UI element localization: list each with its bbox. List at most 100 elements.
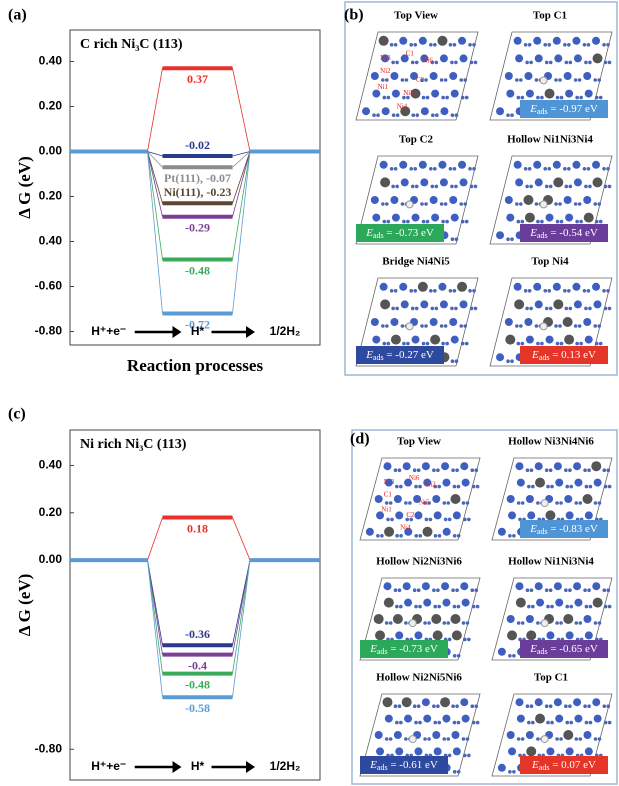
- energy-subscript: ads: [537, 647, 548, 656]
- nickel-atom: [524, 318, 532, 326]
- sub-atom: [438, 534, 442, 538]
- nickel-atom: [526, 336, 534, 344]
- y-tick-label: -0.60: [35, 279, 63, 293]
- sub-atom: [578, 202, 582, 206]
- carbon-atom: [440, 697, 450, 707]
- process-label: H*: [191, 759, 205, 773]
- sub-atom: [453, 770, 457, 774]
- site-label: Ni2: [425, 481, 436, 489]
- sub-atom: [560, 220, 564, 224]
- sub-atom: [383, 96, 387, 100]
- sub-atom: [422, 342, 426, 346]
- nickel-atom: [453, 747, 461, 755]
- hydrogen-atom: [406, 323, 413, 330]
- sub-atom: [474, 307, 478, 311]
- nickel-atom: [553, 283, 561, 291]
- nickel-atom: [594, 300, 602, 308]
- sub-atom: [424, 78, 428, 82]
- sub-atom: [574, 202, 578, 206]
- sub-atom: [467, 518, 471, 522]
- sub-atom: [418, 605, 422, 609]
- sub-atom: [565, 721, 569, 725]
- connector: [148, 560, 163, 697]
- nickel-atom: [432, 731, 440, 739]
- connector: [148, 68, 163, 151]
- nickel-atom: [430, 318, 438, 326]
- sub-atom: [512, 770, 516, 774]
- sub-atom: [462, 501, 466, 505]
- sub-atom: [462, 737, 466, 741]
- sub-atom: [414, 605, 418, 609]
- carbon-atom: [563, 614, 573, 624]
- nickel-atom: [449, 72, 457, 80]
- sub-atom: [589, 721, 593, 725]
- nickel-atom: [462, 599, 470, 607]
- sub-atom: [376, 113, 380, 117]
- sub-atom: [583, 167, 587, 171]
- sub-atom: [436, 468, 440, 472]
- sub-atom: [508, 770, 512, 774]
- sub-atom: [467, 754, 471, 758]
- sub-atom: [462, 621, 466, 625]
- level-label: -0.36: [185, 627, 210, 641]
- sub-atom: [506, 237, 510, 241]
- sub-atom: [559, 737, 563, 741]
- sub-atom: [470, 588, 474, 592]
- nickel-atom: [583, 318, 591, 326]
- carbon-atom: [380, 177, 390, 187]
- nickel-atom: [585, 90, 593, 98]
- nickel-atom: [383, 462, 391, 470]
- energy-subscript: ads: [539, 763, 550, 772]
- sub-atom: [569, 605, 573, 609]
- site-label: Ni4: [400, 523, 411, 531]
- sub-atom: [543, 167, 547, 171]
- sub-atom: [422, 220, 426, 224]
- nickel-atom: [574, 715, 582, 723]
- sub-atom: [448, 518, 452, 522]
- sub-atom: [440, 78, 444, 82]
- sub-atom: [527, 721, 531, 725]
- chart-title: C rich Ni₃C (113): [80, 37, 183, 52]
- sub-atom: [453, 43, 457, 47]
- sub-atom: [468, 289, 472, 293]
- nickel-atom: [508, 511, 516, 519]
- sub-atom: [422, 96, 426, 100]
- nickel-atom: [421, 107, 429, 115]
- nickel-atom: [535, 178, 543, 186]
- sub-atom: [529, 307, 533, 311]
- sub-atom: [450, 185, 454, 189]
- connector: [148, 518, 163, 561]
- sub-atom: [409, 43, 413, 47]
- sub-atom: [597, 324, 601, 328]
- nickel-atom: [375, 495, 383, 503]
- process-label: 1/2H₂: [270, 759, 301, 773]
- process-label: H⁺+e⁻: [91, 759, 126, 773]
- energy-subscript: ads: [377, 763, 388, 772]
- energy-value: = 0.07 eV: [549, 759, 596, 771]
- sub-atom: [521, 96, 525, 100]
- nickel-atom: [592, 161, 600, 169]
- nickel-atom: [442, 599, 450, 607]
- sub-atom: [398, 468, 402, 472]
- sub-atom: [608, 185, 612, 189]
- nickel-atom: [395, 631, 403, 639]
- nickel-atom: [524, 72, 532, 80]
- nickel-atom: [514, 283, 522, 291]
- structure-title: Top C1: [533, 10, 567, 22]
- sub-atom: [396, 113, 400, 117]
- sub-atom: [442, 501, 446, 505]
- hydrogen-atom: [540, 77, 547, 84]
- energy-subscript: ads: [373, 231, 384, 240]
- structure-title: Hollow Ni1Ni3Ni4: [508, 556, 594, 568]
- energy-subscript: ads: [537, 107, 548, 116]
- sub-atom: [425, 518, 429, 522]
- nickel-atom: [573, 582, 581, 590]
- sub-atom: [391, 307, 395, 311]
- nickel-atom: [401, 300, 409, 308]
- carbon-atom: [545, 89, 555, 99]
- sub-atom: [597, 202, 601, 206]
- structure-title: Top View: [394, 10, 438, 22]
- nickel-atom: [380, 161, 388, 169]
- sub-atom: [457, 654, 461, 658]
- nickel-atom: [414, 631, 422, 639]
